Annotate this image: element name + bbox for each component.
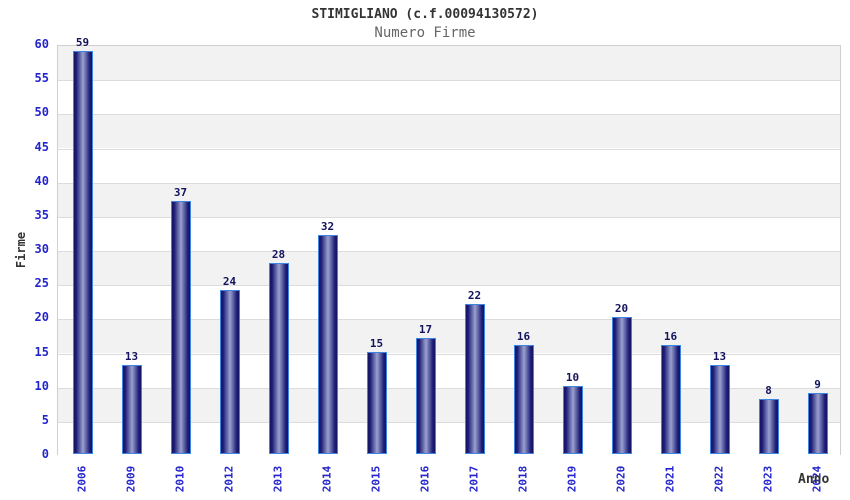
plot-band [58,80,840,115]
x-tick-2021: 2021 [663,465,676,493]
bar-value-label: 24 [222,275,237,288]
bar-2024 [807,392,828,454]
bar-value-label: 37 [173,186,188,200]
y-tick-25: 25 [34,276,49,291]
bar-value-label: 15 [369,336,384,350]
x-tick-2016: 2016 [418,465,431,493]
y-tick-20: 20 [34,310,49,325]
bar-2019 [562,385,583,454]
bar-2016 [415,337,436,454]
y-tick-40: 40 [34,173,49,188]
y-tick-10: 10 [34,378,49,393]
bar-value-label: 32 [320,220,335,234]
bar-2021 [660,344,681,454]
chart-title: STIMIGLIANO (c.f.00094130572) [311,7,539,22]
y-tick-35: 35 [34,207,49,222]
bar-value-label: 10 [565,370,580,384]
x-tick-2015: 2015 [369,465,382,493]
y-tick-15: 15 [34,344,49,359]
y-tick-55: 55 [34,71,49,86]
gridline [58,80,840,82]
bar-value-label: 8 [765,384,772,398]
bar-2022 [709,365,730,454]
bar-value-label: 16 [516,329,531,343]
chart-subtitle: Numero Firme [374,25,476,41]
bar-2006 [72,50,93,454]
x-tick-2020: 2020 [614,465,627,493]
bar-value-label: 22 [467,288,482,302]
bar-2009 [121,365,142,454]
gridline [58,148,840,150]
y-tick-50: 50 [34,105,49,120]
bar-value-label: 13 [124,350,139,364]
bar-2013 [268,262,289,454]
bar-value-label: 9 [814,377,821,391]
y-axis-label: Firme [14,231,28,269]
x-tick-2006: 2006 [75,465,88,493]
y-tick-0: 0 [41,447,49,461]
y-tick-5: 5 [41,412,49,427]
gridline [58,319,840,321]
gridline [58,285,840,287]
x-axis-label: Anno [798,472,830,487]
plot-band [58,148,840,183]
plot-band [58,46,840,81]
x-tick-2023: 2023 [761,465,774,493]
plot-band [58,114,840,149]
x-tick-2014: 2014 [320,465,333,493]
bar-2023 [758,399,779,454]
bar-2012 [219,290,240,454]
x-tick-2013: 2013 [271,465,284,493]
x-tick-2017: 2017 [467,465,480,493]
bar-value-label: 16 [663,329,678,343]
bar-2014 [317,235,338,454]
y-tick-30: 30 [34,242,49,256]
y-tick-45: 45 [34,139,49,154]
gridline [58,182,840,184]
x-tick-2018: 2018 [516,465,529,493]
y-tick-60: 60 [34,37,49,51]
gridline [58,421,840,423]
bar-2020 [611,317,632,454]
plot-area: 59 13 37 24 28 32 15 17 22 16 10 20 16 13 8 9 [57,36,841,456]
gridline [58,353,840,355]
bar-2015 [366,351,387,454]
bar-2017 [464,303,485,454]
gridline [58,387,840,389]
bar-value-label: 28 [271,247,286,261]
x-tick-2010: 2010 [173,465,186,493]
x-tick-2022: 2022 [712,465,725,493]
gridline [58,114,840,116]
bar-value-label: 17 [418,322,433,336]
bar-2010 [170,201,191,454]
bar-value-label: 20 [614,302,629,316]
gridline [58,216,840,218]
bar-2018 [513,344,534,454]
x-tick-2009: 2009 [124,465,137,493]
bar-value-label: 59 [75,35,90,49]
x-tick-2019: 2019 [565,465,578,493]
x-tick-2012: 2012 [222,465,235,493]
gridline [58,251,840,252]
bar-value-label: 13 [712,350,727,364]
